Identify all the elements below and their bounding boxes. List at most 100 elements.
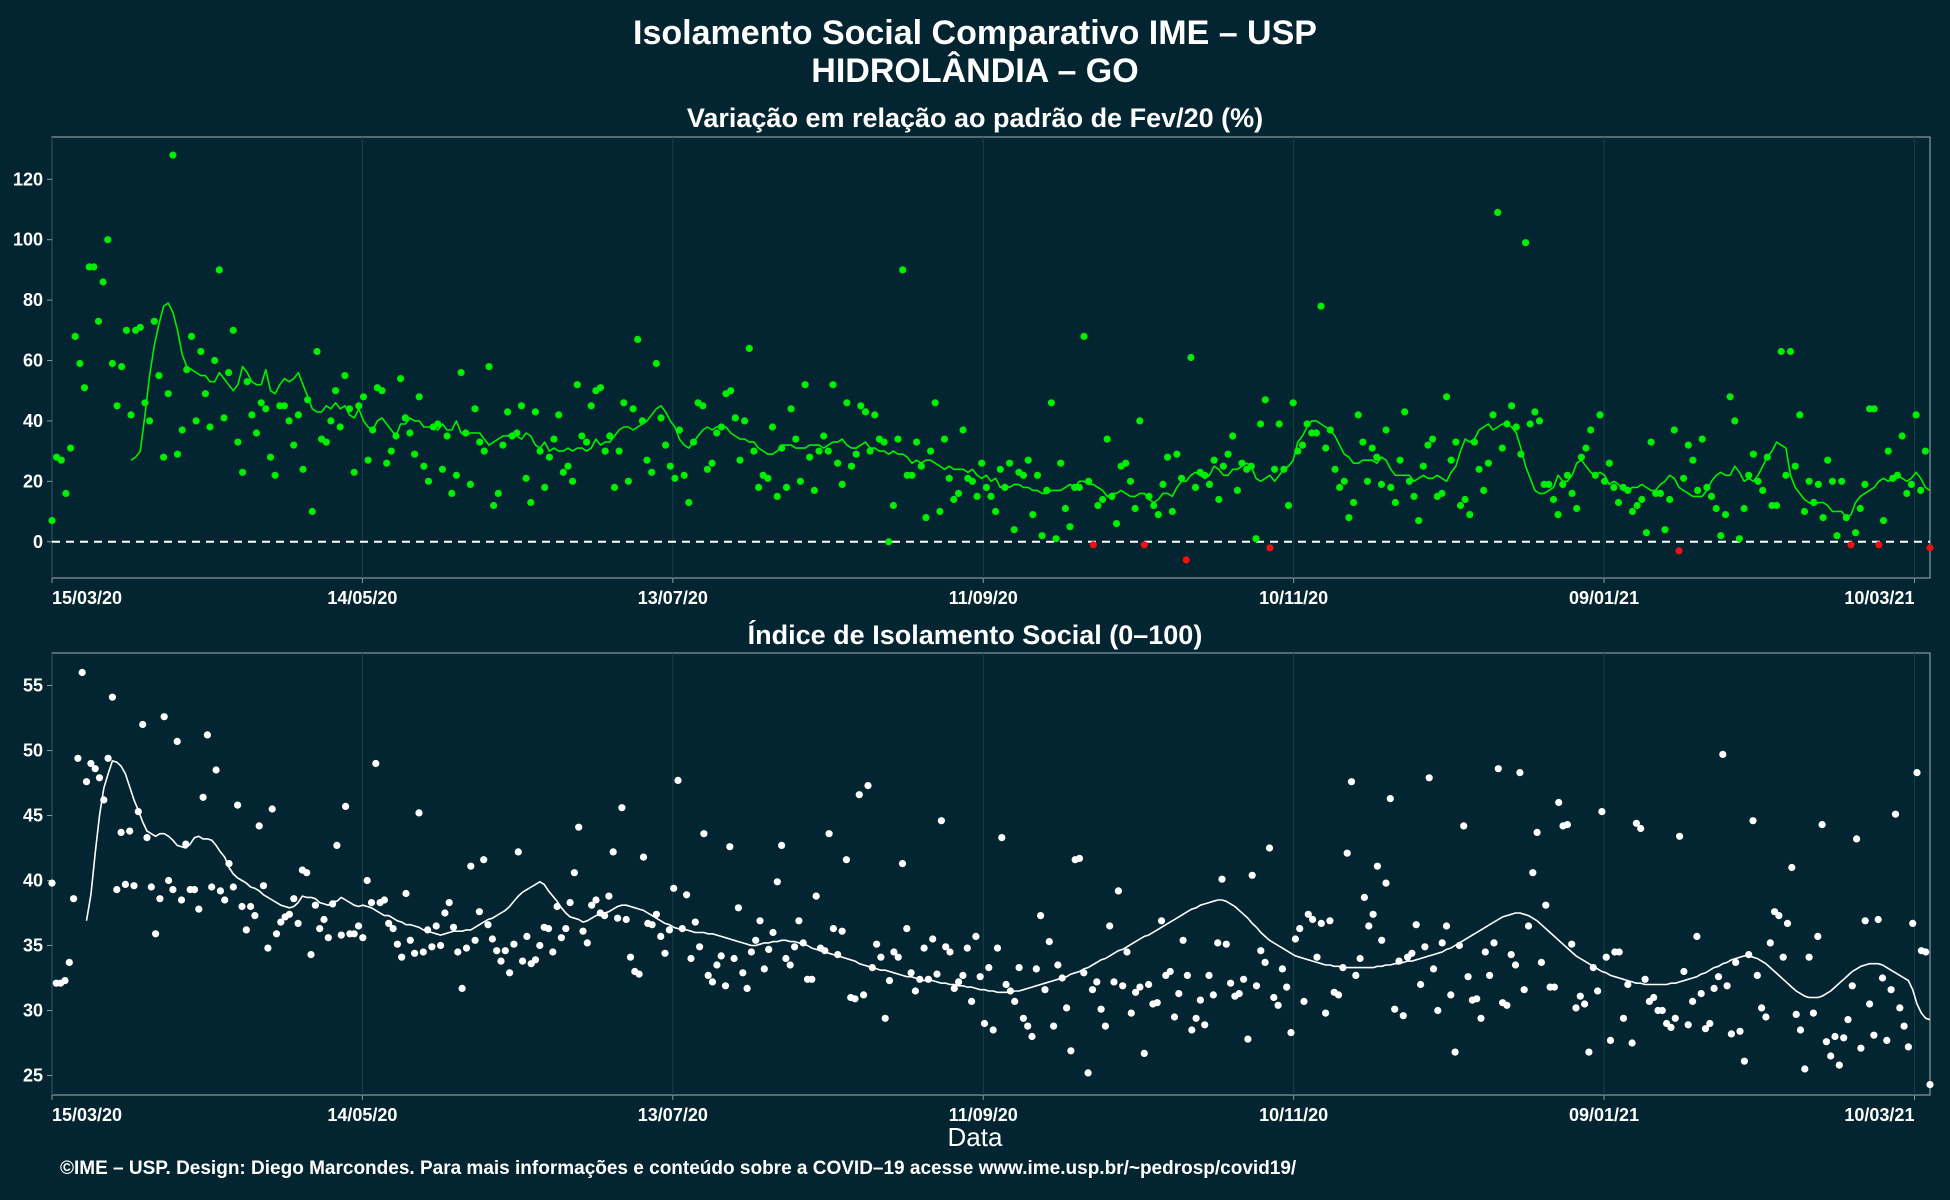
data-point <box>866 447 874 455</box>
data-point <box>942 943 950 951</box>
moving-average-line <box>85 760 1931 1021</box>
data-point <box>1019 1014 1027 1022</box>
data-point <box>1080 332 1088 340</box>
data-point <box>1740 1057 1748 1065</box>
data-point <box>1740 504 1748 513</box>
data-point <box>1283 983 1291 991</box>
data-point <box>1638 495 1646 504</box>
data-point <box>1773 501 1781 510</box>
data-point <box>1587 426 1595 434</box>
data-point <box>367 899 376 907</box>
data-point <box>946 948 954 956</box>
data-point <box>1898 432 1906 440</box>
data-point <box>743 984 751 993</box>
data-point <box>113 402 121 410</box>
data-point <box>441 909 449 917</box>
data-point <box>860 991 868 999</box>
data-point <box>851 995 859 1003</box>
data-point <box>1840 1034 1848 1042</box>
data-point <box>588 901 596 909</box>
data-point <box>1205 971 1213 980</box>
data-point <box>65 958 73 967</box>
data-point <box>583 939 591 947</box>
data-point <box>359 934 367 942</box>
data-point <box>1870 405 1878 413</box>
data-point <box>462 944 471 952</box>
data-point <box>78 668 86 677</box>
data-point <box>829 925 838 933</box>
data-point <box>141 399 149 407</box>
data-point <box>1360 893 1368 902</box>
data-point <box>488 935 496 943</box>
data-point <box>471 405 479 413</box>
data-point <box>1312 429 1320 437</box>
data-point <box>1382 426 1390 434</box>
x-tick-label: 10/03/21 <box>1844 1105 1914 1125</box>
data-point <box>730 954 738 963</box>
data-point <box>852 450 860 458</box>
data-point <box>457 369 465 377</box>
data-point <box>272 930 281 938</box>
data-point <box>1284 501 1293 510</box>
data-point <box>1676 832 1684 840</box>
data-point <box>1304 910 1312 918</box>
data-point <box>1545 480 1553 488</box>
data-point <box>1614 498 1623 507</box>
data-point <box>1619 1014 1628 1022</box>
data-point <box>1274 1001 1282 1009</box>
data-point <box>786 961 794 969</box>
data-point <box>182 840 190 848</box>
data-point <box>996 465 1004 473</box>
data-point <box>945 474 953 482</box>
data-point <box>1175 990 1183 998</box>
data-point <box>955 978 963 986</box>
data-point <box>1563 471 1571 479</box>
x-tick-label: 11/09/20 <box>949 588 1018 608</box>
data-point <box>1067 1047 1075 1055</box>
data-point <box>458 984 466 993</box>
data-point <box>1438 489 1446 497</box>
data-point <box>1313 953 1321 961</box>
data-point <box>1240 975 1248 983</box>
data-point <box>122 326 130 334</box>
x-tick-label: 10/11/20 <box>1259 588 1328 608</box>
data-point <box>1317 302 1325 310</box>
data-point <box>1517 450 1525 458</box>
data-point <box>1878 974 1887 982</box>
data-point <box>378 387 386 395</box>
data-point <box>1615 948 1623 956</box>
data-point <box>238 902 246 911</box>
data-point <box>661 949 669 957</box>
data-point <box>820 432 828 440</box>
data-point <box>624 477 633 485</box>
data-point <box>61 977 69 985</box>
data-point <box>1598 808 1606 816</box>
data-point <box>1879 517 1888 525</box>
data-point <box>1466 510 1474 519</box>
data-point <box>683 891 691 899</box>
data-point <box>1386 795 1394 803</box>
data-point <box>266 453 275 461</box>
data-point <box>190 886 199 894</box>
data-point <box>601 447 609 455</box>
data-point <box>350 468 358 476</box>
data-point <box>1577 453 1585 461</box>
data-point <box>1287 1029 1295 1037</box>
data-point <box>62 489 70 497</box>
data-point <box>808 975 816 983</box>
data-point <box>1822 1038 1830 1046</box>
data-point <box>513 429 521 437</box>
data-point <box>575 823 583 831</box>
data-point <box>248 411 256 419</box>
data-point <box>1153 999 1161 1007</box>
data-point <box>1658 1006 1666 1015</box>
data-point <box>812 892 820 900</box>
data-point <box>795 917 803 925</box>
data-point <box>1080 969 1088 977</box>
data-point <box>285 910 293 918</box>
data-point <box>316 925 324 933</box>
data-point <box>950 984 958 993</box>
data-point <box>1814 932 1822 941</box>
x-tick-label: 09/01/21 <box>1569 588 1639 608</box>
data-point <box>871 411 879 419</box>
